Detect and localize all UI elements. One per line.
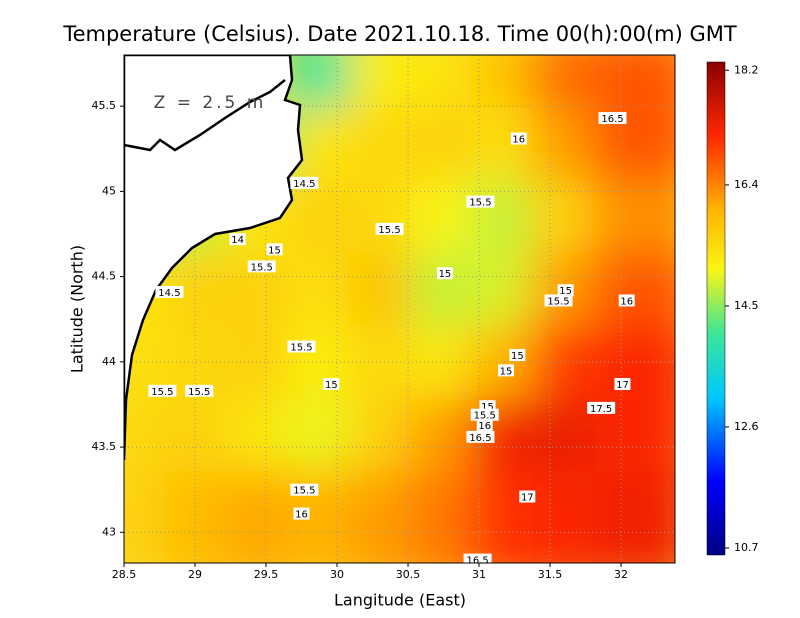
contour-label: 15.5: [251, 262, 273, 273]
contour-label: 16.5: [469, 433, 491, 444]
contour-label: 16: [478, 421, 491, 432]
contour-label: 17: [616, 380, 629, 391]
contour-label: 15: [439, 269, 452, 280]
contour-label: 15.5: [474, 411, 496, 422]
contour-label-box: [436, 267, 453, 280]
contour-label: 17.5: [590, 404, 612, 415]
contour-label-box: [247, 260, 276, 273]
contour-label: 15: [268, 245, 281, 256]
colorbar-tick-label: 18.2: [734, 63, 759, 76]
contour-label-box: [229, 233, 246, 246]
y-tick-label: 44: [102, 355, 116, 368]
y-tick-label: 43.5: [92, 440, 117, 453]
contour-label-box: [614, 378, 631, 391]
contour-label: 15: [481, 402, 494, 413]
contour-label-box: [470, 408, 499, 421]
y-tick-label: 45: [102, 184, 116, 197]
y-tick-label: 44.5: [92, 270, 117, 283]
contour-label-box: [544, 294, 573, 307]
x-tick-label: 28.5: [112, 568, 137, 581]
contour-label-box: [587, 401, 616, 414]
contour-label-box: [375, 222, 404, 235]
colorbar-tick-label: 16.4: [734, 178, 759, 191]
contour-label-box: [155, 285, 184, 298]
contour-label: 16: [512, 135, 525, 146]
y-tick-label: 45.5: [92, 99, 117, 112]
colorbar-tick-label: 14.5: [734, 299, 759, 312]
contour-label-box: [290, 483, 319, 496]
contour-label-box: [466, 430, 495, 443]
contour-label: 14.5: [293, 179, 315, 190]
contour-label-box: [598, 112, 627, 125]
contour-label-box: [519, 490, 536, 503]
colorbar-tick-label: 12.6: [734, 420, 759, 433]
contour-label-box: [510, 132, 527, 145]
contour-label: 15.5: [151, 387, 173, 398]
contour-label: 16: [620, 296, 633, 307]
contour-label: 15.5: [378, 225, 400, 236]
contour-label: 16.5: [601, 114, 623, 125]
contour-label-box: [185, 384, 214, 397]
contour-label-box: [323, 378, 340, 391]
contour-label: 15.5: [188, 387, 210, 398]
colorbar-tick-label: 10.7: [734, 541, 759, 554]
contour-label: 16.5: [466, 556, 488, 567]
contour-label: 15: [325, 380, 338, 391]
x-axis-label: Langitude (East): [334, 591, 466, 610]
contour-label-box: [466, 195, 495, 208]
contour-label: 15.5: [290, 343, 312, 354]
y-tick-label: 43: [102, 525, 116, 538]
coastline: [124, 79, 286, 152]
colorbar: [706, 61, 726, 556]
contour-label: 15.5: [469, 198, 491, 209]
y-axis-label: Latitude (North): [68, 245, 87, 373]
x-tick-label: 32: [614, 568, 628, 581]
contour-label-box: [498, 364, 515, 377]
x-tick-label: 31: [472, 568, 486, 581]
contour-label-box: [293, 507, 310, 520]
contour-label-box: [509, 349, 526, 362]
contour-label: 14: [231, 235, 244, 246]
contour-label: 15: [559, 286, 572, 297]
contour-label-box: [266, 243, 283, 256]
contour-label: 15.5: [547, 296, 569, 307]
contour-label-box: [618, 294, 635, 307]
x-tick-label: 31.5: [538, 568, 563, 581]
x-tick-label: 30.5: [396, 568, 421, 581]
x-tick-label: 29.5: [254, 568, 279, 581]
contour-label: 14.5: [158, 288, 180, 299]
contour-label: 17: [521, 493, 534, 504]
contour-label-box: [557, 284, 574, 297]
contour-label-box: [290, 176, 319, 189]
contour-label: 15.5: [293, 486, 315, 497]
title: Temperature (Celsius). Date 2021.10.18. …: [62, 22, 737, 46]
contour-label: 15: [500, 366, 513, 377]
contour-label-box: [463, 553, 492, 563]
land: [124, 55, 304, 461]
contour-label-box: [148, 384, 177, 397]
contour-label: 15: [511, 351, 524, 362]
contour-label-box: [287, 340, 316, 353]
x-tick-label: 30: [330, 568, 344, 581]
plot-frame: [123, 54, 676, 564]
contour-label: 16: [295, 510, 308, 521]
x-tick-label: 29: [188, 568, 202, 581]
field-cell: [593, 470, 675, 563]
contour-label-box: [476, 418, 493, 431]
depth-annotation: Z = 2.5 m: [154, 93, 267, 113]
